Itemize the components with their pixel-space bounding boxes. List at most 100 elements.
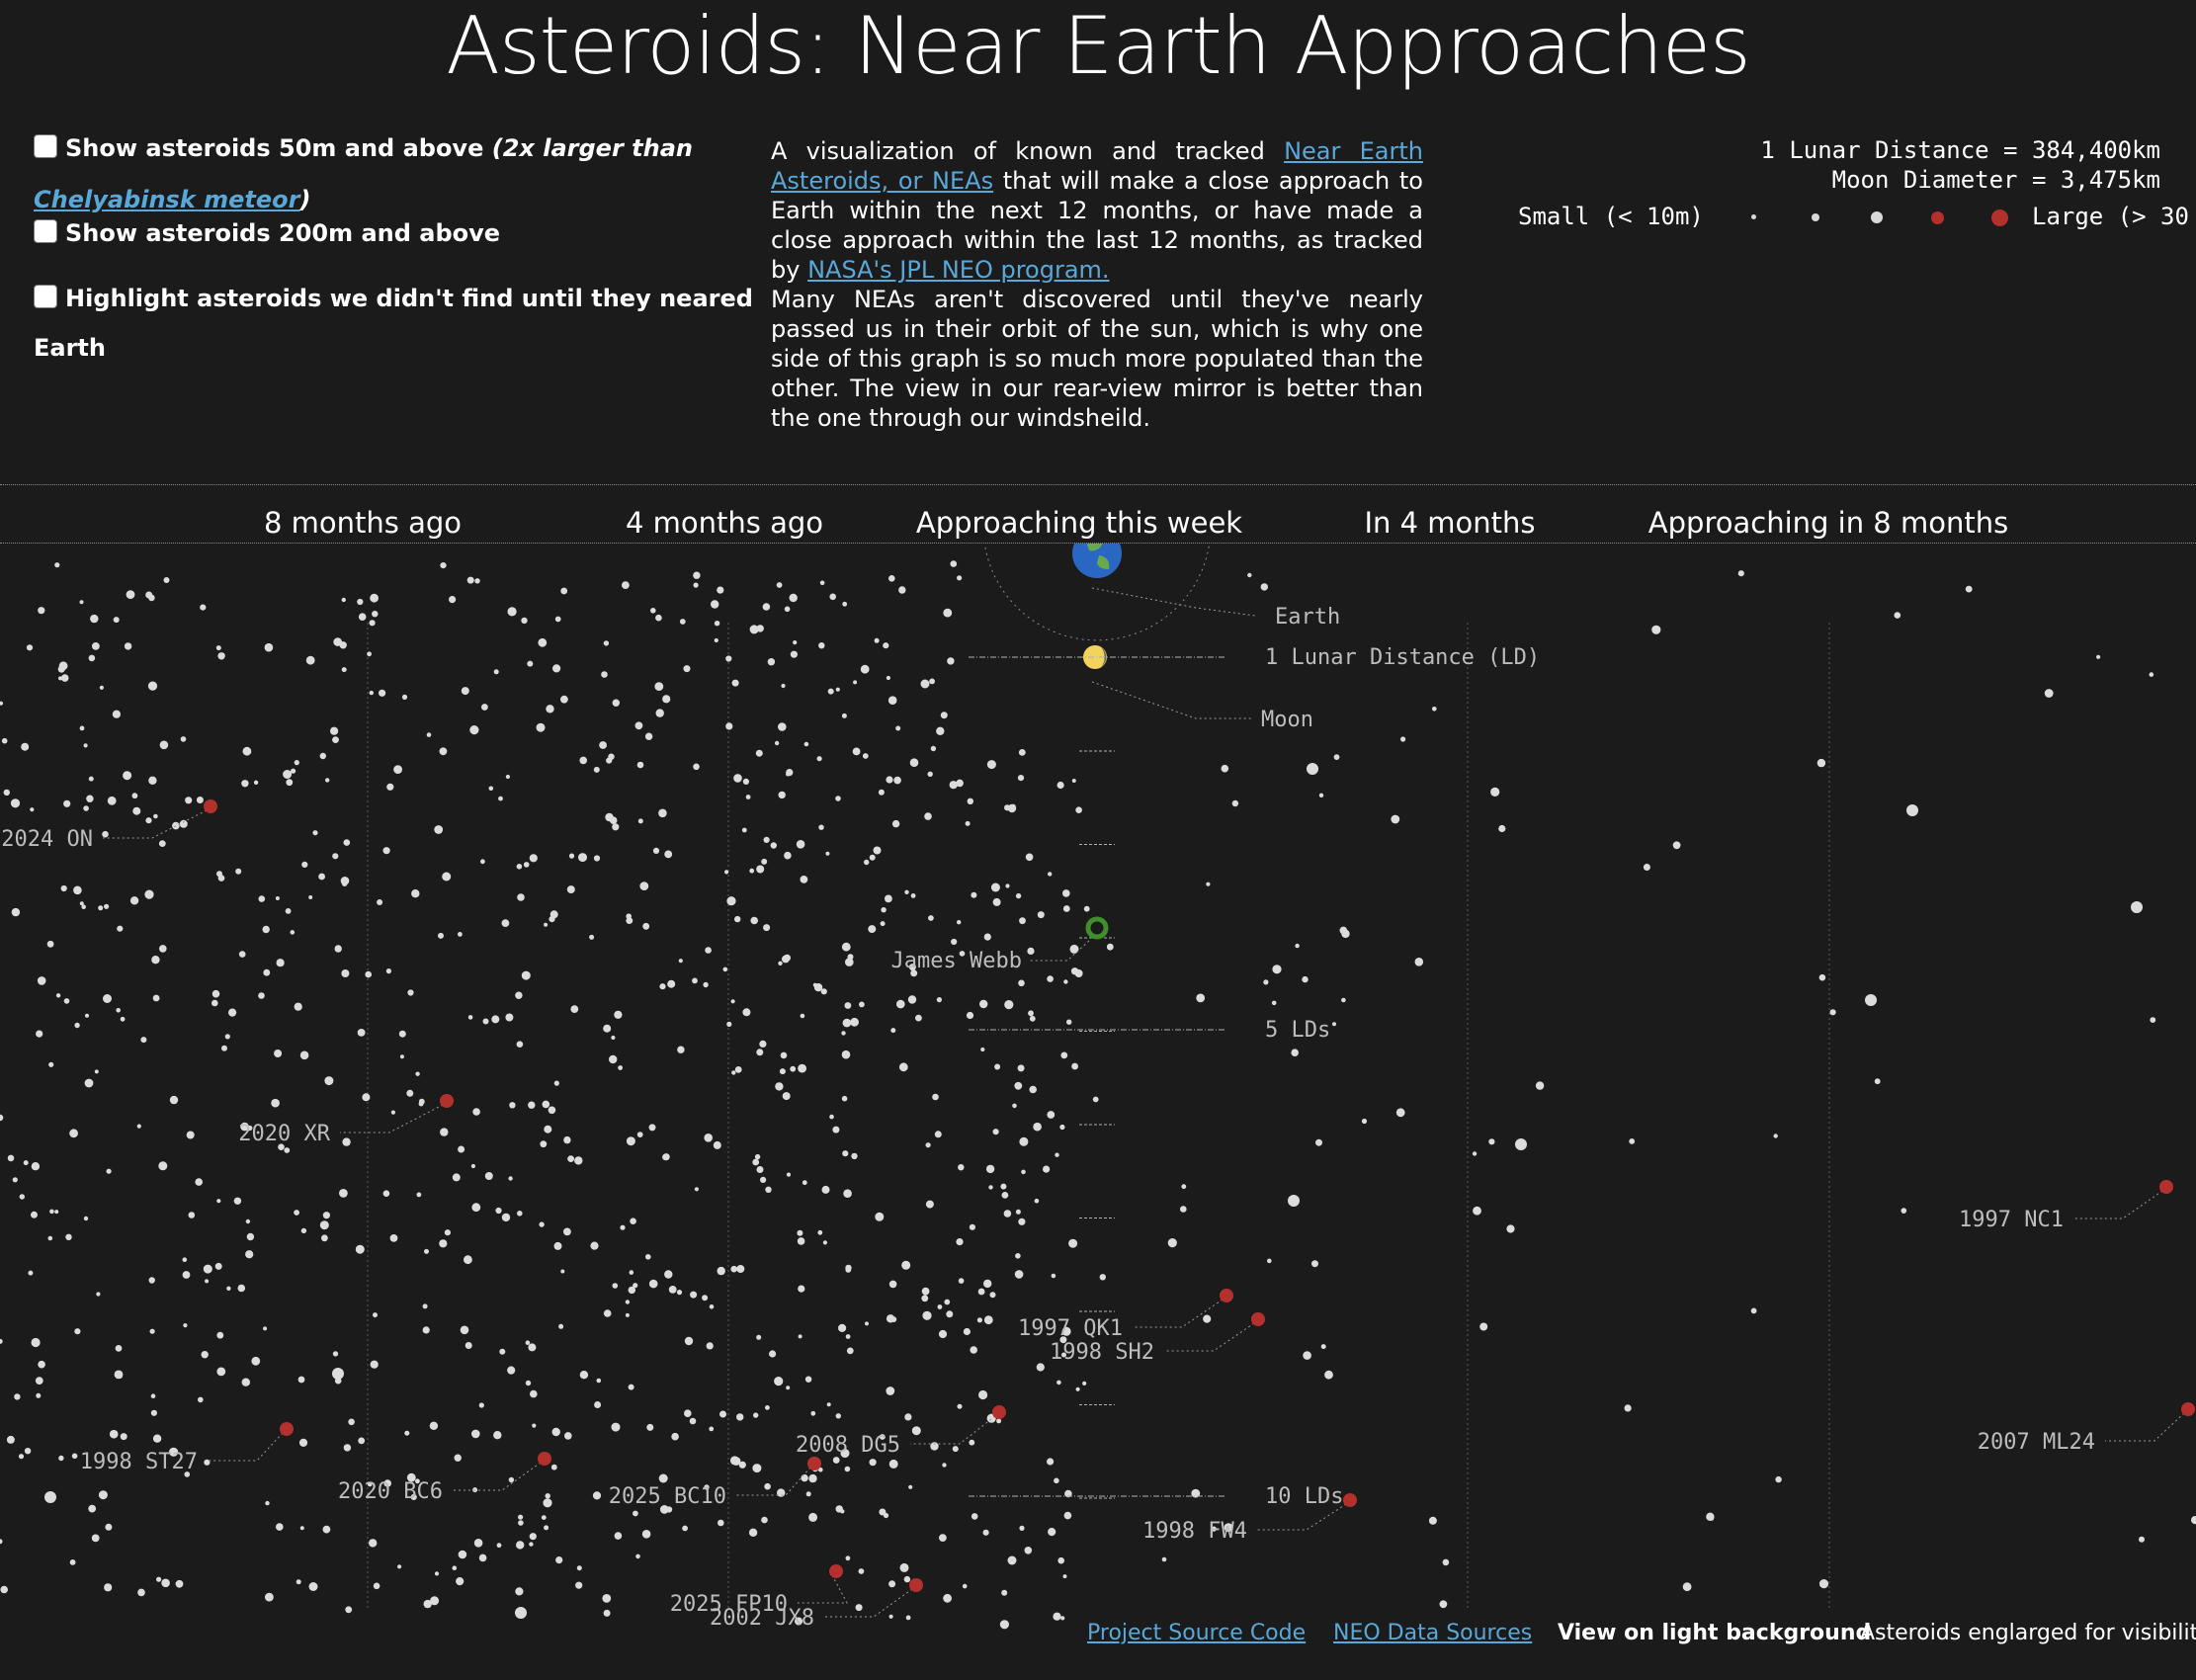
asteroid-dot <box>120 1433 127 1441</box>
asteroid-dot <box>819 580 825 586</box>
asteroid-dot <box>684 1336 694 1346</box>
option-200m[interactable]: Show asteroids 200m and above <box>34 219 500 247</box>
asteroid-dot <box>1498 824 1506 833</box>
asteroid-dot <box>1047 1111 1056 1119</box>
light-background-toggle[interactable]: View on light background <box>1558 1621 1872 1645</box>
asteroid-dot <box>552 664 561 673</box>
asteroid-dot <box>1291 1049 1299 1056</box>
asteroid-dot <box>201 1351 209 1359</box>
size-dot-1 <box>1751 214 1756 219</box>
asteroid-dot <box>241 780 249 788</box>
asteroid-dot <box>460 1325 469 1335</box>
chelyabinsk-link[interactable]: Chelyabinsk meteor <box>34 186 300 213</box>
option-50m-checkbox[interactable] <box>34 134 57 158</box>
asteroid-dot <box>345 1606 353 1614</box>
neo-data-sources-link[interactable]: NEO Data Sources <box>1333 1621 1533 1645</box>
asteroid-dot <box>1324 1370 1333 1380</box>
asteroid-dot <box>797 1229 803 1236</box>
asteroid-dot <box>965 820 971 826</box>
asteroid-dot <box>150 1393 156 1398</box>
asteroid-dot <box>883 642 889 649</box>
asteroid-dot <box>60 674 69 682</box>
asteroid-dot <box>258 895 266 902</box>
asteroid-dot <box>478 1402 484 1408</box>
asteroid-dot <box>28 1270 34 1276</box>
asteroid-dot <box>440 1128 449 1136</box>
asteroid-dot <box>444 1229 451 1236</box>
asteroid-label: 1998 ST27 <box>80 1450 198 1474</box>
source-code-link[interactable]: Project Source Code <box>1087 1621 1307 1645</box>
asteroid-dot <box>550 1464 557 1470</box>
asteroid-dot <box>664 1270 673 1279</box>
asteroid-dot <box>982 1529 989 1536</box>
asteroid-dot <box>774 740 780 746</box>
asteroid-dot <box>6 1435 15 1444</box>
option-50m-note-close: ) <box>299 186 311 213</box>
option-highlight[interactable]: Highlight asteroids we didn't find until… <box>34 285 753 312</box>
size-dot-4 <box>1931 211 1944 224</box>
asteroid-dot <box>553 1241 562 1250</box>
timeline-top-rule <box>0 484 2196 485</box>
asteroid-dot <box>648 1124 656 1132</box>
asteroid-dot <box>841 713 847 718</box>
option-200m-checkbox[interactable] <box>34 219 57 243</box>
option-50m[interactable]: Show asteroids 50m and above (2x larger … <box>34 134 693 162</box>
asteroid-dot <box>84 1078 94 1088</box>
asteroid-dot <box>1506 1224 1515 1233</box>
jpl-neo-link[interactable]: NASA's JPL NEO program. <box>807 256 1110 284</box>
asteroid-dot <box>415 1071 420 1076</box>
asteroid-dot <box>11 907 21 917</box>
asteroid-dot <box>990 882 1000 892</box>
asteroid-dot <box>908 1484 913 1489</box>
option-highlight-checkbox[interactable] <box>34 285 57 308</box>
asteroid-dot <box>96 1292 101 1297</box>
asteroid-dot <box>1018 979 1025 987</box>
time-header-8-months-ago: 8 months ago <box>263 506 463 540</box>
asteroid-dot <box>1271 1000 1277 1006</box>
moon-leader <box>1091 681 1253 719</box>
asteroid-dot <box>179 819 188 828</box>
asteroid-dot <box>754 1153 761 1160</box>
asteroid-dot <box>579 756 587 765</box>
asteroid-dot <box>140 1037 147 1044</box>
asteroid-dot <box>422 1303 428 1309</box>
asteroid-dot <box>188 1212 196 1218</box>
asteroid-dot <box>690 1291 698 1299</box>
asteroid-dot <box>24 1448 32 1455</box>
asteroid-dot <box>129 896 139 905</box>
asteroid-dot <box>65 1233 72 1240</box>
option-highlight-label-cont: Earth <box>34 334 106 362</box>
asteroid-dot <box>742 778 750 785</box>
asteroid-leader <box>1133 1299 1224 1328</box>
asteroid-dot <box>832 1457 840 1464</box>
asteroid-dot <box>253 780 259 785</box>
asteroid-dot <box>1055 1152 1059 1157</box>
asteroid-dot <box>726 896 736 906</box>
asteroid-dot <box>182 1257 188 1262</box>
asteroid-dot <box>1071 1062 1078 1070</box>
moon-diameter-note: Moon Diameter = 3,475km <box>1831 166 2160 194</box>
asteroid-dot <box>226 1286 231 1291</box>
nea-link[interactable]: Near Earth Asteroids, or NEAs <box>771 137 1423 195</box>
asteroid-dot <box>203 1264 212 1274</box>
asteroid-dot <box>46 940 54 948</box>
asteroid-dot <box>35 1377 43 1385</box>
asteroid-dot <box>551 1427 560 1437</box>
asteroid-dot <box>1535 1081 1545 1090</box>
asteroid-dot <box>726 1021 732 1027</box>
large-asteroid-dot <box>1906 804 1918 816</box>
asteroid-dot <box>693 582 699 588</box>
asteroid-dot <box>694 1187 700 1192</box>
asteroid-dot <box>172 821 180 830</box>
asteroid-dot <box>970 1346 977 1354</box>
asteroid-dot <box>567 1155 574 1162</box>
asteroid-dot <box>518 1514 524 1520</box>
asteroid-dot <box>1 737 8 744</box>
asteroid-dot <box>967 798 973 804</box>
asteroid-dot <box>69 1129 78 1138</box>
asteroid-dot <box>805 1491 811 1497</box>
asteroid-dot <box>69 1559 76 1565</box>
asteroid-dot <box>599 741 607 749</box>
asteroid-dot <box>1048 1528 1056 1537</box>
asteroid-dot <box>625 1300 631 1304</box>
